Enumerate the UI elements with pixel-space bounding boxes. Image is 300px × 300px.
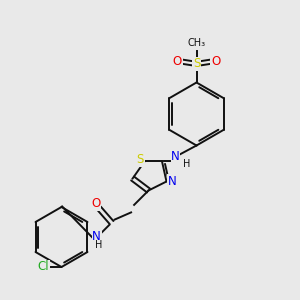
Text: N: N xyxy=(171,150,180,164)
Text: N: N xyxy=(92,230,101,243)
Text: CH₃: CH₃ xyxy=(188,38,206,48)
Text: O: O xyxy=(211,55,220,68)
Text: H: H xyxy=(95,240,102,250)
Text: S: S xyxy=(193,57,200,70)
Text: Cl: Cl xyxy=(38,260,49,274)
Text: N: N xyxy=(167,175,176,188)
Text: O: O xyxy=(92,197,100,210)
Text: H: H xyxy=(183,159,190,169)
Text: O: O xyxy=(173,55,182,68)
Text: S: S xyxy=(137,153,144,167)
